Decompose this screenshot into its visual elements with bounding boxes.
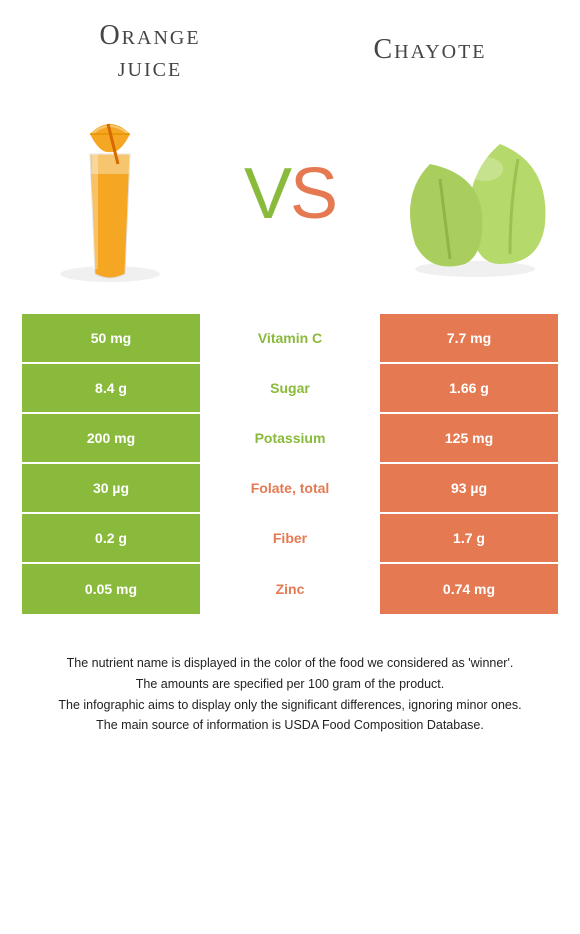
nutrient-name-cell: Fiber (202, 514, 378, 562)
images-row: VS (0, 94, 580, 314)
nutrient-table: 50 mgVitamin C7.7 mg8.4 gSugar1.66 g200 … (22, 314, 558, 614)
table-row: 0.2 gFiber1.7 g (22, 514, 558, 564)
footnotes: The nutrient name is displayed in the co… (20, 654, 560, 735)
vs-label: VS (244, 153, 336, 235)
nutrient-name-cell: Potassium (202, 414, 378, 462)
right-value-cell: 93 µg (378, 464, 558, 512)
note-line-3: The infographic aims to display only the… (20, 696, 560, 715)
nutrient-name-cell: Zinc (202, 564, 378, 614)
right-value-cell: 0.74 mg (378, 564, 558, 614)
nutrient-name-cell: Sugar (202, 364, 378, 412)
right-value-cell: 125 mg (378, 414, 558, 462)
right-value-cell: 1.7 g (378, 514, 558, 562)
right-food-title: Chayote (330, 20, 530, 84)
table-row: 8.4 gSugar1.66 g (22, 364, 558, 414)
note-line-4: The main source of information is USDA F… (20, 716, 560, 735)
table-row: 30 µgFolate, total93 µg (22, 464, 558, 514)
table-row: 50 mgVitamin C7.7 mg (22, 314, 558, 364)
chayote-image (390, 104, 550, 284)
orange-juice-image (30, 104, 190, 284)
left-food-title: Orange juice (50, 20, 250, 84)
left-value-cell: 30 µg (22, 464, 202, 512)
vs-v: V (244, 154, 290, 234)
note-line-2: The amounts are specified per 100 gram o… (20, 675, 560, 694)
left-title-line2: juice (118, 52, 182, 83)
right-value-cell: 1.66 g (378, 364, 558, 412)
left-value-cell: 0.05 mg (22, 564, 202, 614)
table-row: 0.05 mgZinc0.74 mg (22, 564, 558, 614)
left-value-cell: 50 mg (22, 314, 202, 362)
table-row: 200 mgPotassium125 mg (22, 414, 558, 464)
right-value-cell: 7.7 mg (378, 314, 558, 362)
header: Orange juice Chayote (0, 0, 580, 94)
nutrient-name-cell: Vitamin C (202, 314, 378, 362)
left-value-cell: 8.4 g (22, 364, 202, 412)
left-title-line1: Orange (99, 20, 200, 51)
note-line-1: The nutrient name is displayed in the co… (20, 654, 560, 673)
nutrient-name-cell: Folate, total (202, 464, 378, 512)
left-value-cell: 0.2 g (22, 514, 202, 562)
right-title-text: Chayote (373, 34, 486, 65)
vs-s: S (290, 154, 336, 234)
left-value-cell: 200 mg (22, 414, 202, 462)
